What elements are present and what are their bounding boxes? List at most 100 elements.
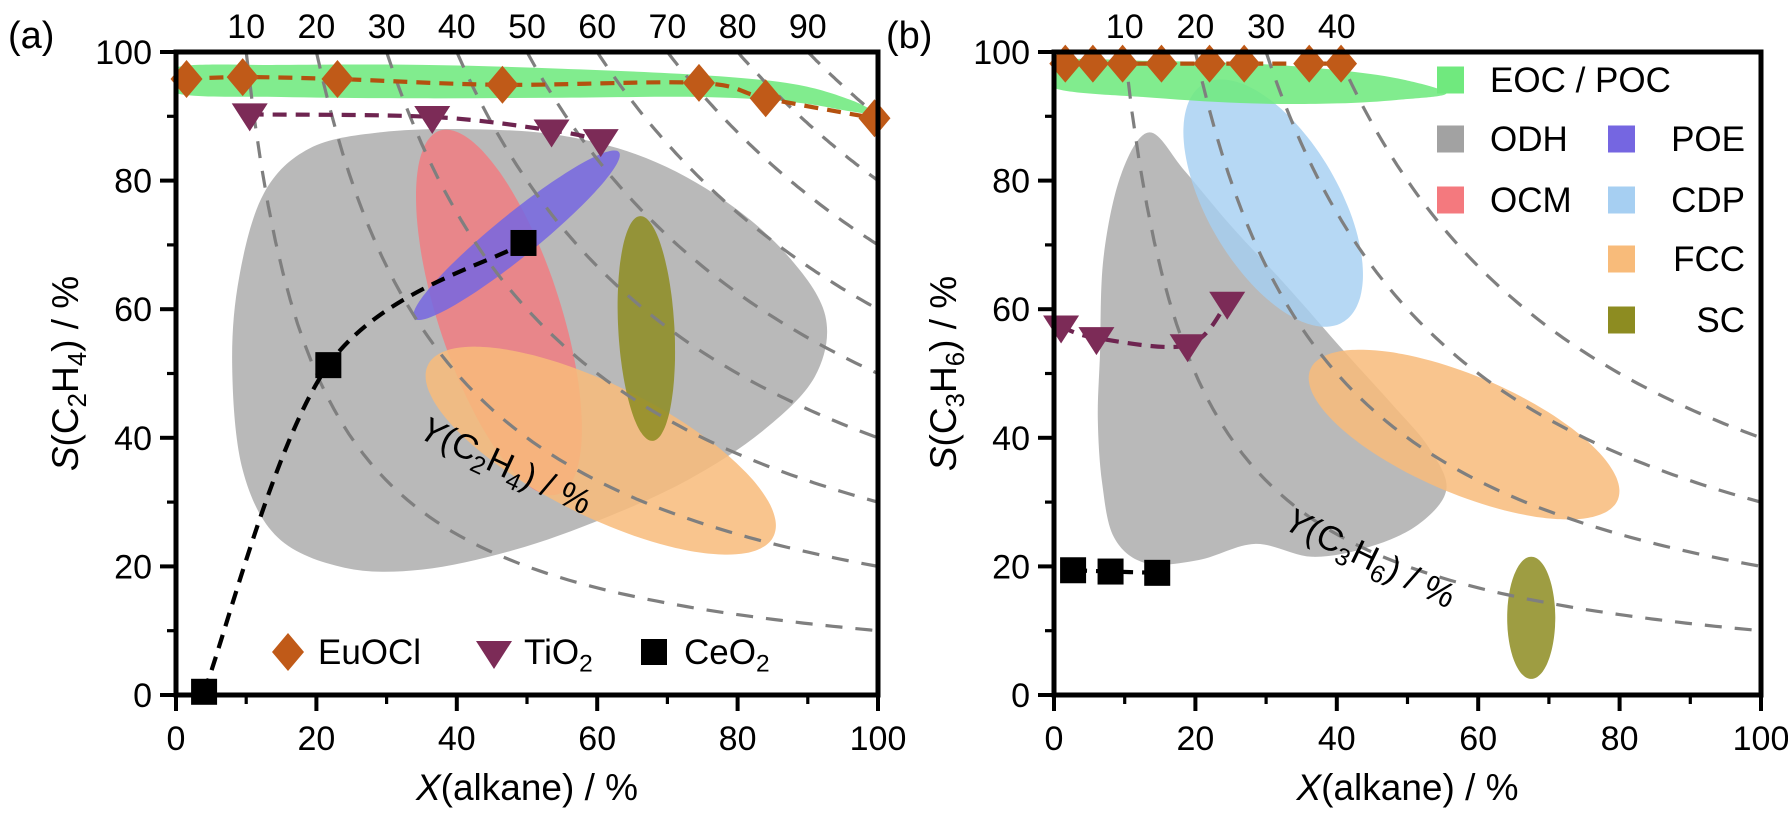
x-tick-label: 0: [167, 720, 186, 758]
iso-yield-curve-20: [1193, 52, 1761, 568]
series-ceo2: [191, 229, 537, 705]
legend-swatch-odh: [1437, 125, 1464, 153]
y-tick-label: 80: [114, 163, 152, 201]
panel-label: (a): [8, 15, 54, 57]
euocl-marker: [321, 60, 354, 99]
y-tick-label: 0: [133, 677, 152, 715]
marker-legend: EuOCl TiO2 CeO2: [272, 633, 770, 678]
legend-swatch-cdp: [1608, 186, 1635, 214]
x-tick-label: 40: [438, 720, 476, 758]
euocl-marker: [226, 58, 259, 97]
iso-yield-curve-30: [1264, 52, 1761, 504]
iso-yield-curve-40: [455, 52, 878, 440]
y-tick-label: 60: [114, 291, 152, 329]
x-axis-title: X(alkane) / %: [1295, 767, 1518, 808]
tio2-marker: [476, 641, 512, 669]
region-fcc: [425, 346, 776, 555]
euocl-marker: [170, 60, 203, 99]
region-fcc: [1308, 349, 1620, 520]
x-tick-label: 100: [1733, 720, 1788, 758]
y-tick-label: 0: [1011, 677, 1030, 715]
tio2-marker: [1209, 291, 1246, 320]
legend-label-poe: POE: [1671, 120, 1745, 159]
y-tick-label: 100: [95, 34, 152, 72]
iso-yield-curve-70: [666, 52, 878, 247]
iso-yield-curve-20: [314, 52, 878, 568]
panel-b: 0 20 40 60 80 100 0 20 40 60 80 100 10 20 30 40 X(alkane…: [886, 8, 1788, 808]
series-ceo2: [1060, 557, 1171, 586]
region-sc: [1507, 556, 1556, 679]
iso-yield-curve-90: [806, 52, 878, 119]
x-tick-label: 20: [297, 720, 335, 758]
top-axis-label: 60: [578, 8, 616, 46]
ceo2-marker: [1060, 557, 1087, 584]
series-euocl: [170, 58, 891, 138]
x-tick-label: 80: [1601, 720, 1639, 758]
ceo2-marker: [1144, 559, 1171, 586]
top-axis-label: 40: [1318, 8, 1356, 46]
ceo2-marker: [191, 678, 218, 705]
x-axis-title: X(alkane) / %: [415, 767, 638, 808]
region-cdp: [1183, 79, 1363, 327]
y-tick-label: 20: [114, 548, 152, 586]
euocl-marker: [749, 79, 782, 118]
x-tick-label: 40: [1318, 720, 1356, 758]
y-tick-label: 60: [992, 291, 1030, 329]
top-axis-label: 10: [1106, 8, 1144, 46]
y-tick-label: 40: [114, 420, 152, 458]
legend-label-ocm: OCM: [1490, 181, 1572, 220]
euocl-marker: [486, 65, 519, 104]
legend-label-eoc_poc: EOC / POC: [1490, 61, 1671, 100]
panel-label: (b): [886, 15, 932, 57]
x-tick-label: 0: [1045, 720, 1064, 758]
legend-swatch-eoc_poc: [1437, 66, 1464, 94]
ceo2-marker: [510, 229, 537, 256]
tio2-marker: [582, 129, 619, 158]
tio2-marker: [231, 103, 268, 132]
series-line-tio2: [249, 112, 602, 143]
y-tick-label: 20: [992, 548, 1030, 586]
euocl-marker: [858, 99, 891, 138]
panel-a: 0 20 40 60 80 100 0 20 40 60 80 100 10 20 30 40 50 60 70 80…: [8, 8, 906, 808]
tio2-marker: [533, 119, 570, 148]
series-tio2: [231, 103, 619, 158]
top-axis-label: 40: [438, 8, 476, 46]
top-axis-label: 30: [1247, 8, 1285, 46]
top-axis-label: 20: [1176, 8, 1214, 46]
region-odh: [1097, 132, 1447, 565]
euocl-marker: [682, 63, 715, 102]
legend-swatch-sc: [1608, 306, 1635, 334]
top-axis-label: 10: [227, 8, 265, 46]
y-tick-label: 40: [992, 420, 1030, 458]
series-line-ceo2: [202, 241, 525, 693]
x-tick-label: 20: [1176, 720, 1214, 758]
iso-yield-curve-30: [385, 52, 878, 504]
legend-swatch-ocm: [1437, 186, 1464, 214]
legend-label-odh: ODH: [1490, 120, 1568, 159]
color-legend: EOC / POC ODH POE OCM CDP FCC SC: [1437, 61, 1745, 340]
iso-yield-curve-40: [1335, 52, 1761, 440]
y-axis-title: S(C2H4) / %: [45, 276, 92, 471]
legend-label-fcc: FCC: [1673, 240, 1745, 279]
legend-swatch-fcc: [1608, 245, 1635, 273]
tio2-marker: [1169, 334, 1206, 363]
ceo2-marker: [315, 352, 342, 379]
x-tick-label: 60: [1459, 720, 1497, 758]
y-axis-title: S(C3H6) / %: [923, 276, 970, 471]
tio2-marker: [414, 105, 451, 134]
marker-legend-label: CeO2: [684, 633, 770, 678]
marker-legend-label: EuOCl: [318, 633, 421, 672]
x-tick-label: 60: [578, 720, 616, 758]
region-sc: [617, 216, 676, 441]
legend-label-sc: SC: [1696, 301, 1745, 340]
y-tick-label: 80: [992, 163, 1030, 201]
x-tick-label: 100: [850, 720, 907, 758]
marker-legend-label: TiO2: [524, 633, 593, 678]
x-tick-label: 80: [719, 720, 757, 758]
euocl-marker: [272, 633, 304, 671]
legend-label-cdp: CDP: [1671, 181, 1745, 220]
iso-yield-curve-10: [1123, 52, 1761, 633]
ceo2-marker: [1097, 558, 1124, 585]
y-tick-label: 100: [973, 34, 1030, 72]
